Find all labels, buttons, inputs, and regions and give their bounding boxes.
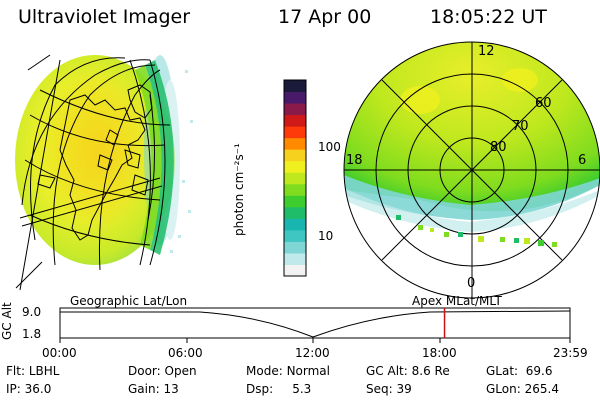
colorbar-cell [284, 229, 306, 242]
x-tick-1200: 12:00 [295, 346, 330, 360]
x-tick-0600: 06:00 [168, 346, 203, 360]
date-label: 17 Apr 00 [278, 6, 372, 28]
globe-halo [144, 55, 180, 245]
colorbar-cell [284, 241, 306, 254]
door-info: Door: Open [128, 364, 197, 378]
mlat-label-80: 80 [490, 140, 507, 155]
colorbar-cell [284, 137, 306, 150]
mlt-label-18: 18 [346, 153, 363, 168]
colorbar-cell [284, 160, 306, 173]
gain-info: Gain: 13 [128, 382, 179, 396]
colorbar-cell [284, 183, 306, 196]
glat-info: GLat: 69.6 [486, 364, 553, 378]
mlt-label-6: 6 [578, 153, 587, 168]
x-tick-0000: 00:00 [42, 346, 77, 360]
mlt-label-12: 12 [478, 44, 495, 59]
colorbar-cell [284, 206, 306, 219]
seq-info: Seq: 39 [366, 382, 412, 396]
x-tick-2359: 23:59 [553, 346, 588, 360]
colorbar-cell [284, 91, 306, 104]
ip-info: IP: 36.0 [6, 382, 52, 396]
colorbar-cell [284, 80, 306, 93]
colorbar-cell [284, 126, 306, 139]
x-tick-1800: 18:00 [422, 346, 457, 360]
colorbar-cell [284, 264, 306, 277]
colorbar-cell [284, 114, 306, 127]
color-scale-bar [283, 79, 307, 277]
mlt-label-0: 0 [467, 276, 476, 291]
y-tick-top: 9.0 [22, 305, 42, 319]
gc-alt-info: GC Alt: 8.6 Re [366, 364, 450, 378]
colorbar-cell [284, 172, 306, 185]
glon-info: GLon: 265.4 [486, 382, 559, 396]
colorbar-cell [284, 103, 306, 116]
colorbar-tick-100: 100 [318, 140, 341, 154]
filter-info: Flt: LBHL [6, 364, 60, 378]
y-tick-bottom: 1.8 [22, 327, 42, 341]
time-label: 18:05:22 UT [430, 6, 547, 28]
mlat-label-60: 60 [535, 96, 552, 111]
apex-caption: Apex MLat/MLT [412, 294, 502, 308]
mlat-label-70: 70 [512, 119, 529, 134]
mode-info: Mode: Normal [246, 364, 330, 378]
geographic-caption: Geographic Lat/Lon [70, 294, 188, 308]
dsp-info: Dsp: 5.3 [246, 382, 312, 396]
app-title: Ultraviolet Imager [18, 6, 191, 28]
colorbar-cell [284, 195, 306, 208]
colorbar-cell [284, 218, 306, 231]
colorbar-cell [284, 252, 306, 265]
colorbar-cell [284, 149, 306, 162]
colorbar-unit-label: photon cm⁻²s⁻¹ [232, 143, 246, 236]
timeline-y-axis-title: GC Alt [0, 302, 14, 340]
colorbar-tick-10: 10 [318, 229, 334, 243]
